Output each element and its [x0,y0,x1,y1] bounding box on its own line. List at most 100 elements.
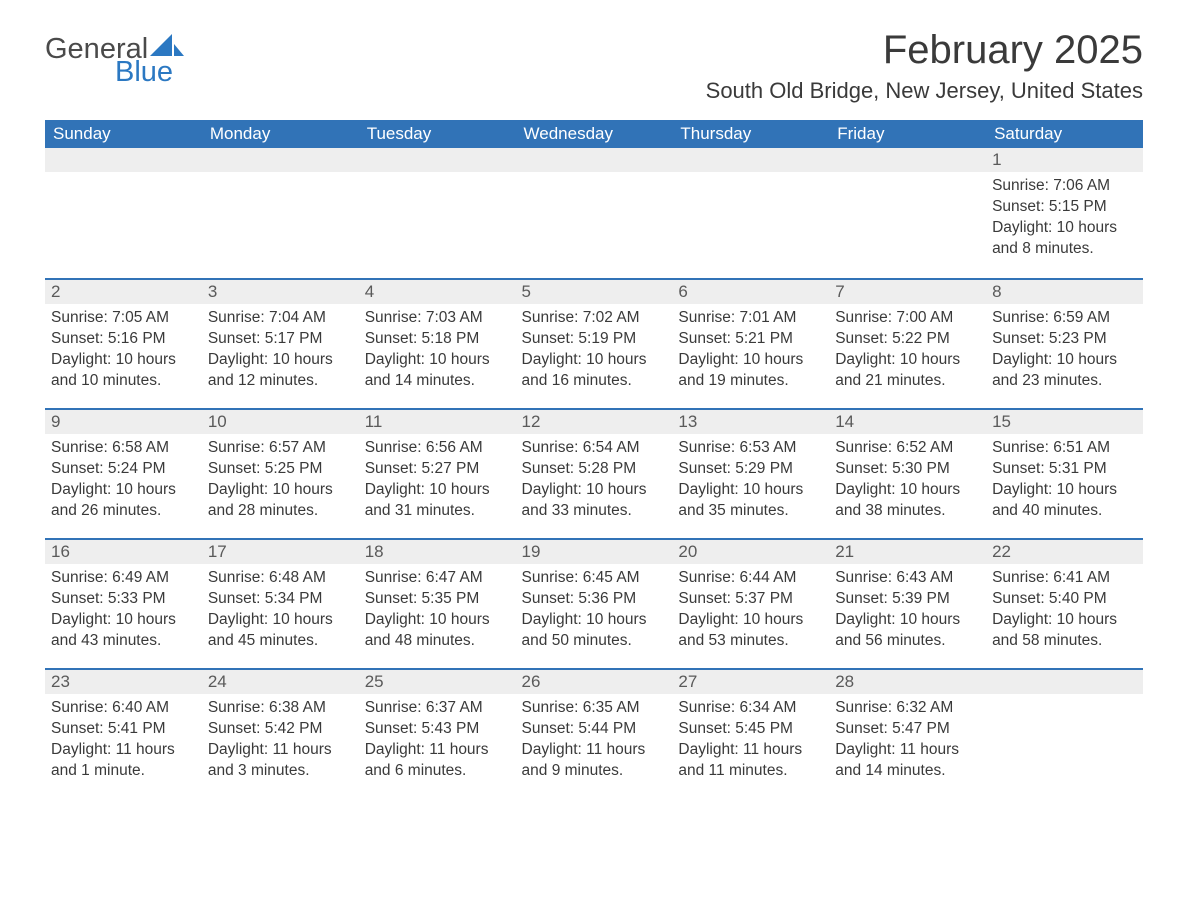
daylight-line: Daylight: 10 hours and 31 minutes. [365,480,510,522]
calendar-cell: 12Sunrise: 6:54 AMSunset: 5:28 PMDayligh… [516,408,673,538]
sunrise-line: Sunrise: 6:38 AM [208,698,353,719]
calendar-day-details: Sunrise: 6:38 AMSunset: 5:42 PMDaylight:… [202,694,359,782]
sunrise-line: Sunrise: 7:06 AM [992,176,1137,197]
calendar-cell: 6Sunrise: 7:01 AMSunset: 5:21 PMDaylight… [672,278,829,408]
page-header: General Blue February 2025 South Old Bri… [45,30,1143,102]
sunset-line: Sunset: 5:45 PM [678,719,823,740]
sunset-line: Sunset: 5:29 PM [678,459,823,480]
sunset-line: Sunset: 5:16 PM [51,329,196,350]
calendar-table: SundayMondayTuesdayWednesdayThursdayFrid… [45,120,1143,798]
calendar-daynum: 2 [45,278,202,304]
calendar-cell [202,148,359,278]
sunset-line: Sunset: 5:35 PM [365,589,510,610]
daylight-line: Daylight: 10 hours and 35 minutes. [678,480,823,522]
calendar-day-details: Sunrise: 6:44 AMSunset: 5:37 PMDaylight:… [672,564,829,652]
daylight-line: Daylight: 10 hours and 12 minutes. [208,350,353,392]
calendar-header-cell: Saturday [986,120,1143,148]
daylight-line: Daylight: 10 hours and 58 minutes. [992,610,1137,652]
calendar-cell: 16Sunrise: 6:49 AMSunset: 5:33 PMDayligh… [45,538,202,668]
sunset-line: Sunset: 5:27 PM [365,459,510,480]
calendar-cell: 3Sunrise: 7:04 AMSunset: 5:17 PMDaylight… [202,278,359,408]
calendar-day-details: Sunrise: 6:34 AMSunset: 5:45 PMDaylight:… [672,694,829,782]
calendar-day-details: Sunrise: 6:45 AMSunset: 5:36 PMDaylight:… [516,564,673,652]
calendar-daynum-empty [45,148,202,172]
logo-text-blue: Blue [115,58,184,87]
sunset-line: Sunset: 5:25 PM [208,459,353,480]
sunrise-line: Sunrise: 6:56 AM [365,438,510,459]
sunrise-line: Sunrise: 7:05 AM [51,308,196,329]
calendar-body: 1Sunrise: 7:06 AMSunset: 5:15 PMDaylight… [45,148,1143,798]
sunrise-line: Sunrise: 6:37 AM [365,698,510,719]
calendar-daynum-empty [829,148,986,172]
daylight-line: Daylight: 11 hours and 3 minutes. [208,740,353,782]
calendar-daynum-empty [986,668,1143,694]
calendar-day-details: Sunrise: 6:58 AMSunset: 5:24 PMDaylight:… [45,434,202,522]
sunrise-line: Sunrise: 6:53 AM [678,438,823,459]
calendar-daynum: 11 [359,408,516,434]
calendar-daynum: 10 [202,408,359,434]
daylight-line: Daylight: 10 hours and 26 minutes. [51,480,196,522]
calendar-cell: 17Sunrise: 6:48 AMSunset: 5:34 PMDayligh… [202,538,359,668]
daylight-line: Daylight: 10 hours and 14 minutes. [365,350,510,392]
calendar-cell: 26Sunrise: 6:35 AMSunset: 5:44 PMDayligh… [516,668,673,798]
calendar-cell: 21Sunrise: 6:43 AMSunset: 5:39 PMDayligh… [829,538,986,668]
calendar-daynum: 12 [516,408,673,434]
calendar-cell: 14Sunrise: 6:52 AMSunset: 5:30 PMDayligh… [829,408,986,538]
calendar-day-details: Sunrise: 6:32 AMSunset: 5:47 PMDaylight:… [829,694,986,782]
calendar-daynum: 13 [672,408,829,434]
sunrise-line: Sunrise: 6:41 AM [992,568,1137,589]
calendar-day-details: Sunrise: 6:37 AMSunset: 5:43 PMDaylight:… [359,694,516,782]
calendar-daynum: 5 [516,278,673,304]
calendar-day-details: Sunrise: 6:53 AMSunset: 5:29 PMDaylight:… [672,434,829,522]
calendar-cell: 24Sunrise: 6:38 AMSunset: 5:42 PMDayligh… [202,668,359,798]
calendar-daynum: 15 [986,408,1143,434]
sunrise-line: Sunrise: 7:03 AM [365,308,510,329]
sunset-line: Sunset: 5:41 PM [51,719,196,740]
sunrise-line: Sunrise: 6:59 AM [992,308,1137,329]
calendar-cell: 5Sunrise: 7:02 AMSunset: 5:19 PMDaylight… [516,278,673,408]
calendar-cell: 20Sunrise: 6:44 AMSunset: 5:37 PMDayligh… [672,538,829,668]
calendar-day-details: Sunrise: 6:56 AMSunset: 5:27 PMDaylight:… [359,434,516,522]
sunrise-line: Sunrise: 7:02 AM [522,308,667,329]
daylight-line: Daylight: 10 hours and 16 minutes. [522,350,667,392]
calendar-day-details: Sunrise: 6:54 AMSunset: 5:28 PMDaylight:… [516,434,673,522]
calendar-day-details: Sunrise: 7:05 AMSunset: 5:16 PMDaylight:… [45,304,202,392]
sunset-line: Sunset: 5:44 PM [522,719,667,740]
calendar-cell: 4Sunrise: 7:03 AMSunset: 5:18 PMDaylight… [359,278,516,408]
calendar-cell: 15Sunrise: 6:51 AMSunset: 5:31 PMDayligh… [986,408,1143,538]
calendar-day-details: Sunrise: 6:59 AMSunset: 5:23 PMDaylight:… [986,304,1143,392]
daylight-line: Daylight: 10 hours and 53 minutes. [678,610,823,652]
calendar-daynum: 20 [672,538,829,564]
page-title: February 2025 [706,30,1143,70]
calendar-header-cell: Friday [829,120,986,148]
sunset-line: Sunset: 5:47 PM [835,719,980,740]
calendar-cell: 13Sunrise: 6:53 AMSunset: 5:29 PMDayligh… [672,408,829,538]
sunrise-line: Sunrise: 6:40 AM [51,698,196,719]
calendar-day-details: Sunrise: 7:01 AMSunset: 5:21 PMDaylight:… [672,304,829,392]
sunrise-line: Sunrise: 6:32 AM [835,698,980,719]
calendar-cell [672,148,829,278]
daylight-line: Daylight: 10 hours and 50 minutes. [522,610,667,652]
calendar-daynum: 21 [829,538,986,564]
calendar-day-details: Sunrise: 7:06 AMSunset: 5:15 PMDaylight:… [986,172,1143,260]
daylight-line: Daylight: 10 hours and 48 minutes. [365,610,510,652]
daylight-line: Daylight: 10 hours and 23 minutes. [992,350,1137,392]
calendar-cell: 18Sunrise: 6:47 AMSunset: 5:35 PMDayligh… [359,538,516,668]
daylight-line: Daylight: 11 hours and 1 minute. [51,740,196,782]
sunrise-line: Sunrise: 6:49 AM [51,568,196,589]
calendar-daynum: 27 [672,668,829,694]
calendar-daynum-empty [516,148,673,172]
sunrise-line: Sunrise: 6:45 AM [522,568,667,589]
calendar-daynum: 17 [202,538,359,564]
sunrise-line: Sunrise: 6:43 AM [835,568,980,589]
calendar-cell: 28Sunrise: 6:32 AMSunset: 5:47 PMDayligh… [829,668,986,798]
calendar-cell: 23Sunrise: 6:40 AMSunset: 5:41 PMDayligh… [45,668,202,798]
calendar-header-cell: Sunday [45,120,202,148]
daylight-line: Daylight: 10 hours and 56 minutes. [835,610,980,652]
calendar-cell [829,148,986,278]
calendar-daynum: 22 [986,538,1143,564]
sunrise-line: Sunrise: 6:52 AM [835,438,980,459]
sunset-line: Sunset: 5:34 PM [208,589,353,610]
calendar-week-row: 16Sunrise: 6:49 AMSunset: 5:33 PMDayligh… [45,538,1143,668]
daylight-line: Daylight: 10 hours and 43 minutes. [51,610,196,652]
